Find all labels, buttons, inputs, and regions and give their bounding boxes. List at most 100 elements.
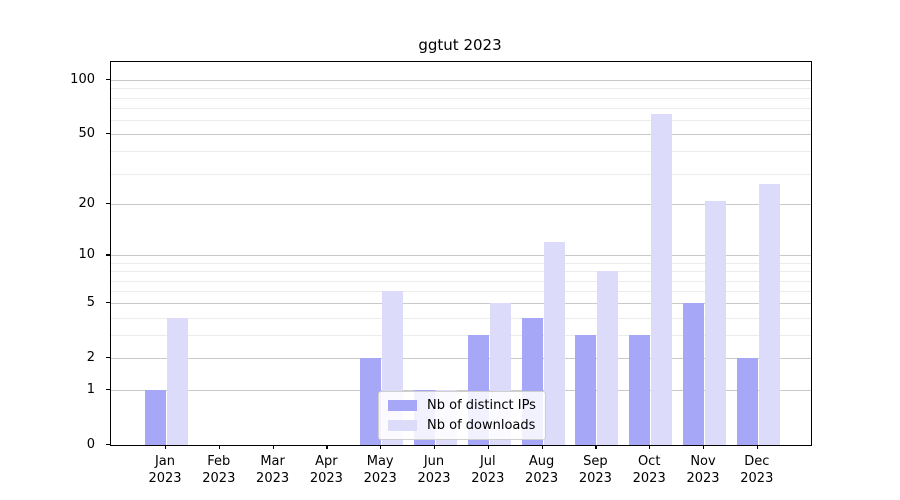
x-tick-month: Apr bbox=[315, 454, 338, 469]
x-tick-month: Dec bbox=[744, 454, 770, 469]
x-tick-year: 2023 bbox=[363, 471, 397, 486]
x-tick-year: 2023 bbox=[686, 471, 720, 486]
x-tick-mark-jul bbox=[487, 445, 489, 449]
legend-item-distinct-ips: Nb of distinct IPs bbox=[388, 398, 536, 413]
bar-nb-of-distinct-ips-may bbox=[360, 358, 382, 445]
gridline-minor-6 bbox=[111, 291, 811, 293]
legend-item-downloads: Nb of downloads bbox=[388, 418, 536, 433]
bar-nb-of-downloads-dec bbox=[758, 184, 780, 445]
x-tick-month: Aug bbox=[528, 454, 555, 469]
y-tick-mark-2 bbox=[106, 357, 110, 359]
y-tick-label-10: 10 bbox=[78, 246, 95, 262]
bar-nb-of-downloads-nov bbox=[705, 200, 726, 445]
gridline-major-100 bbox=[111, 80, 811, 82]
y-tick-label-50: 50 bbox=[78, 125, 95, 141]
y-tick-label-0: 0 bbox=[86, 436, 95, 452]
gridline-minor-3 bbox=[111, 335, 811, 337]
y-tick-mark-5 bbox=[106, 302, 110, 304]
gridline-major-20 bbox=[111, 204, 811, 206]
legend-label-distinct-ips: Nb of distinct IPs bbox=[427, 398, 536, 413]
gridline-minor-90 bbox=[111, 88, 811, 90]
gridline-major-1 bbox=[111, 390, 811, 392]
x-tick-mark-nov bbox=[703, 445, 705, 449]
x-tick-mark-apr bbox=[326, 445, 328, 449]
x-tick-month: Nov bbox=[690, 454, 716, 469]
x-tick-label-feb: Feb 2023 bbox=[191, 453, 247, 487]
x-tick-mark-oct bbox=[649, 445, 651, 449]
bar-nb-of-distinct-ips-jan bbox=[145, 390, 166, 445]
bar-nb-of-distinct-ips-oct bbox=[629, 335, 651, 445]
x-tick-label-dec: Dec 2023 bbox=[729, 453, 785, 487]
bar-nb-of-downloads-aug bbox=[543, 242, 565, 445]
x-tick-mark-aug bbox=[541, 445, 543, 449]
bar-nb-of-downloads-jan bbox=[167, 317, 188, 445]
x-tick-label-oct: Oct 2023 bbox=[621, 453, 677, 487]
bar-nb-of-distinct-ips-nov bbox=[683, 303, 704, 445]
y-tick-label-2: 2 bbox=[86, 349, 95, 365]
y-tick-mark-100 bbox=[106, 79, 110, 81]
chart-title: ggtut 2023 bbox=[418, 36, 502, 54]
x-tick-year: 2023 bbox=[256, 471, 290, 486]
plot-area bbox=[110, 61, 812, 446]
x-tick-label-nov: Nov 2023 bbox=[675, 453, 731, 487]
y-tick-mark-20 bbox=[106, 203, 110, 205]
y-tick-label-20: 20 bbox=[78, 195, 95, 211]
x-tick-month: Oct bbox=[637, 454, 661, 469]
gridline-minor-40 bbox=[111, 151, 811, 153]
x-tick-mark-may bbox=[380, 445, 382, 449]
x-tick-label-apr: Apr 2023 bbox=[298, 453, 354, 487]
gridline-minor-60 bbox=[111, 120, 811, 121]
y-tick-mark-1 bbox=[106, 389, 110, 391]
gridline-major-10 bbox=[111, 255, 811, 257]
legend-label-downloads: Nb of downloads bbox=[427, 418, 536, 433]
x-tick-month: May bbox=[366, 454, 394, 469]
bar-nb-of-distinct-ips-sep bbox=[575, 335, 597, 445]
x-tick-year: 2023 bbox=[202, 471, 236, 486]
x-tick-mark-jun bbox=[434, 445, 436, 449]
x-tick-label-aug: Aug 2023 bbox=[514, 453, 570, 487]
legend: Nb of distinct IPs Nb of downloads bbox=[378, 391, 546, 440]
x-tick-mark-feb bbox=[218, 445, 220, 449]
y-tick-mark-0 bbox=[106, 444, 110, 446]
x-tick-month: Jul bbox=[479, 454, 496, 469]
x-tick-month: Mar bbox=[260, 454, 285, 469]
gridline-major-50 bbox=[111, 134, 811, 136]
x-tick-year: 2023 bbox=[148, 471, 182, 486]
x-tick-label-jun: Jun 2023 bbox=[406, 453, 462, 487]
bar-nb-of-downloads-sep bbox=[597, 271, 619, 445]
x-tick-label-jan: Jan 2023 bbox=[137, 453, 193, 487]
bar-nb-of-distinct-ips-dec bbox=[736, 358, 758, 445]
gridline-minor-70 bbox=[111, 108, 811, 109]
x-tick-mark-dec bbox=[756, 445, 758, 449]
y-tick-mark-50 bbox=[106, 133, 110, 135]
x-tick-label-sep: Sep 2023 bbox=[567, 453, 623, 487]
legend-swatch-downloads bbox=[388, 420, 417, 431]
x-tick-mark-jan bbox=[165, 445, 167, 449]
y-tick-label-100: 100 bbox=[70, 71, 95, 87]
x-tick-mark-mar bbox=[272, 445, 274, 449]
x-tick-year: 2023 bbox=[309, 471, 343, 486]
bar-nb-of-downloads-oct bbox=[651, 113, 673, 445]
x-tick-year: 2023 bbox=[632, 471, 666, 486]
x-tick-year: 2023 bbox=[740, 471, 774, 486]
legend-swatch-distinct-ips bbox=[388, 400, 417, 411]
y-tick-label-1: 1 bbox=[86, 381, 95, 397]
x-tick-year: 2023 bbox=[578, 471, 612, 486]
y-tick-mark-10 bbox=[106, 254, 110, 256]
gridline-minor-9 bbox=[111, 262, 811, 264]
x-tick-mark-sep bbox=[595, 445, 597, 449]
x-tick-year: 2023 bbox=[525, 471, 559, 486]
x-tick-label-mar: Mar 2023 bbox=[245, 453, 301, 487]
gridline-minor-4 bbox=[111, 317, 811, 319]
gridline-major-5 bbox=[111, 303, 811, 305]
x-tick-year: 2023 bbox=[417, 471, 451, 486]
x-tick-year: 2023 bbox=[471, 471, 505, 486]
x-tick-label-jul: Jul 2023 bbox=[460, 453, 516, 487]
gridline-minor-7 bbox=[111, 280, 811, 282]
y-tick-label-5: 5 bbox=[86, 294, 95, 310]
x-tick-month: Sep bbox=[583, 454, 608, 469]
x-tick-month: Feb bbox=[207, 454, 231, 469]
gridline-major-2 bbox=[111, 358, 811, 360]
x-tick-month: Jun bbox=[423, 454, 445, 469]
